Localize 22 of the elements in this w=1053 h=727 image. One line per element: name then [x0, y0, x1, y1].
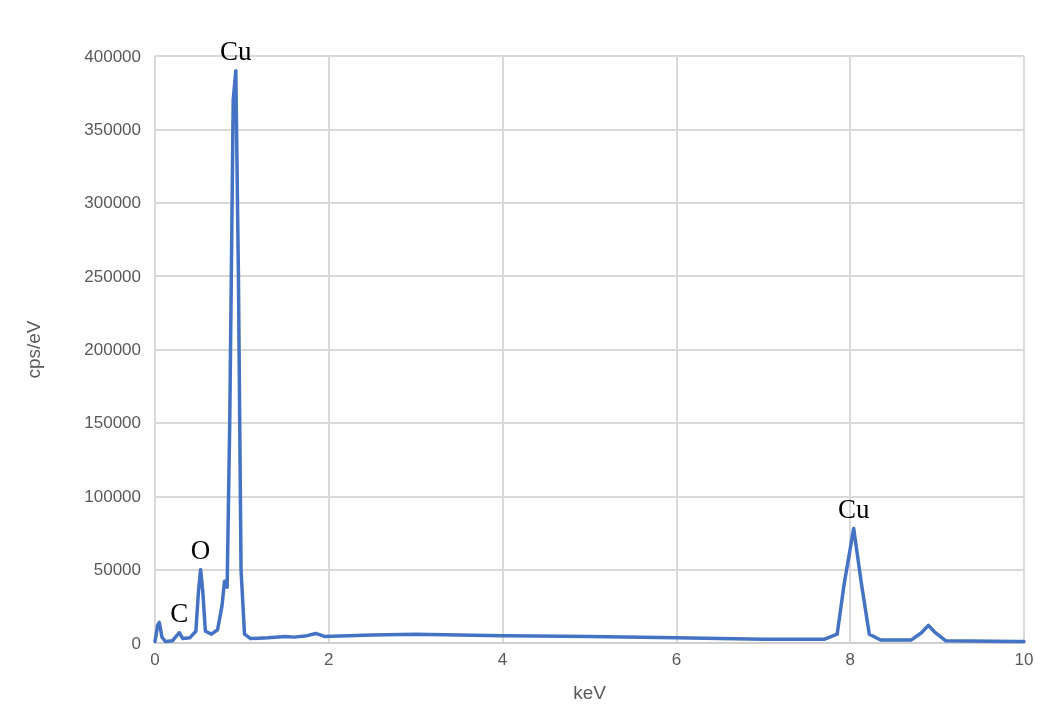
y-tick-label: 200000 — [84, 340, 141, 359]
x-tick-label: 2 — [324, 650, 334, 669]
x-tick-label: 0 — [150, 650, 160, 669]
x-tick-label: 10 — [1014, 650, 1034, 669]
y-tick-label: 300000 — [84, 193, 141, 213]
annotation: Cu — [220, 36, 253, 67]
y-tick-label: 400000 — [84, 46, 141, 66]
y-axis-title: cps/eV — [23, 320, 44, 379]
y-tick-label: 250000 — [84, 266, 141, 286]
x-axis-title: keV — [573, 682, 607, 703]
x-tick-label: 8 — [845, 650, 855, 669]
y-tick-label: 0 — [131, 633, 141, 653]
y-tick-label: 50000 — [93, 560, 141, 580]
annotation: O — [190, 535, 211, 566]
y-tick-label: 350000 — [84, 119, 141, 139]
y-tick-label: 150000 — [84, 413, 141, 433]
line-series — [153, 68, 1026, 644]
x-tick-label: 4 — [497, 650, 508, 669]
x-tick-label: 6 — [671, 650, 682, 669]
y-tick-label: 100000 — [84, 486, 141, 506]
annotation: C — [170, 598, 189, 629]
annotation: Cu — [837, 494, 870, 525]
